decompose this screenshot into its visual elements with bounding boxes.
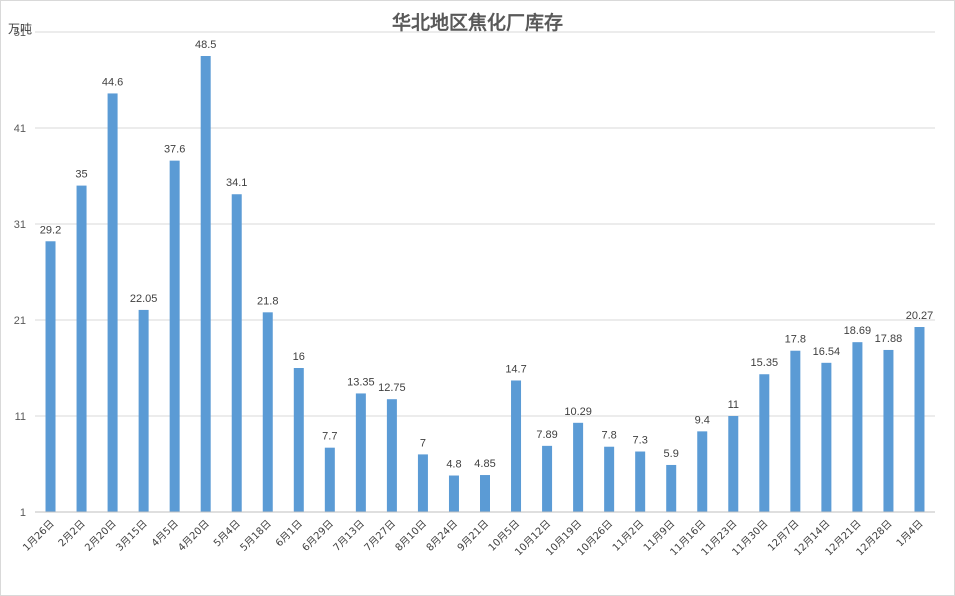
bar (169, 160, 180, 512)
data-label: 20.27 (906, 310, 934, 322)
bar (604, 446, 615, 512)
x-tick-label: 2月20日 (83, 518, 119, 554)
data-label: 13.35 (347, 376, 375, 388)
data-label: 11 (728, 399, 739, 411)
data-label: 16 (293, 351, 305, 363)
bar (324, 447, 335, 512)
y-tick-label: 21 (14, 315, 26, 327)
bar (45, 241, 56, 512)
bar (262, 312, 273, 512)
x-tick-label: 8月24日 (424, 518, 460, 554)
x-tick-label: 7月13日 (331, 518, 367, 554)
bar (511, 380, 522, 512)
bar (666, 464, 677, 512)
data-label: 16.54 (813, 346, 841, 358)
data-label: 15.35 (751, 357, 779, 369)
bar (200, 56, 211, 512)
data-label: 21.8 (257, 295, 278, 307)
data-label: 7.3 (633, 435, 648, 447)
bar (852, 342, 863, 512)
data-label: 9.4 (695, 414, 710, 426)
bar (480, 475, 490, 512)
bar (107, 93, 118, 512)
x-tick-label: 4月5日 (149, 518, 181, 550)
y-tick-label: 51 (14, 27, 26, 39)
data-label: 17.88 (875, 333, 903, 345)
data-label: 18.69 (844, 325, 872, 337)
bar (138, 309, 149, 512)
x-tick-label: 9月21日 (455, 518, 491, 554)
x-tick-label: 5月18日 (238, 518, 274, 554)
data-label: 14.7 (505, 363, 526, 375)
data-label: 4.8 (446, 459, 461, 471)
bar (448, 475, 459, 512)
x-tick-label: 5月4日 (211, 518, 243, 550)
data-label: 5.9 (664, 448, 679, 460)
x-tick-label: 6月1日 (273, 518, 305, 550)
x-tick-label: 6月29日 (300, 518, 336, 554)
y-tick-label: 1 (20, 507, 26, 519)
data-label: 34.1 (226, 177, 247, 189)
x-tick-label: 4月20日 (176, 518, 212, 554)
data-label: 4.85 (474, 458, 495, 470)
bar (759, 374, 770, 512)
data-label: 37.6 (164, 144, 185, 156)
data-label: 7.89 (536, 429, 557, 441)
data-label: 48.5 (195, 39, 216, 51)
data-label: 22.05 (130, 293, 158, 305)
data-label: 17.8 (785, 334, 806, 346)
bar (883, 349, 894, 512)
data-label: 12.75 (378, 382, 406, 394)
y-tick-label: 31 (14, 219, 26, 231)
bar (355, 393, 366, 512)
bar (76, 185, 87, 512)
y-tick-label: 41 (14, 123, 26, 135)
data-label: 35 (75, 169, 87, 181)
data-label: 7 (420, 437, 426, 449)
bar (573, 422, 584, 512)
bar (542, 445, 553, 512)
data-label: 7.7 (322, 431, 337, 443)
x-tick-label: 1月26日 (21, 518, 57, 554)
bar (728, 416, 739, 512)
x-tick-label: 2月2日 (56, 518, 88, 550)
bars (45, 56, 925, 513)
bar (417, 454, 428, 512)
x-tick-label: 1月4日 (894, 518, 926, 550)
bar (821, 362, 832, 512)
data-label: 7.8 (601, 430, 616, 442)
x-tick-label: 8月10日 (393, 518, 429, 554)
bar (914, 327, 925, 512)
y-tick-label: 11 (15, 411, 26, 423)
x-tick-label: 3月15日 (114, 518, 150, 554)
data-labels: 29.2 35 44.6 22.05 37.6 48.5 34.1 21.8 16 7.7 13.3… (40, 39, 933, 471)
data-label: 10.29 (564, 406, 592, 418)
bar (231, 194, 242, 513)
gridlines (35, 31, 935, 417)
bar (635, 451, 646, 512)
x-tick-label: 7月27日 (362, 518, 398, 554)
y-axis-unit-label: 万吨 (8, 22, 33, 36)
data-label: 29.2 (40, 224, 61, 236)
x-tick-label: 11月2日 (610, 518, 646, 554)
bar (293, 368, 304, 512)
bar (697, 431, 708, 512)
bar (790, 350, 801, 512)
data-label: 44.6 (102, 76, 123, 88)
chart-title: 华北地区焦化厂库存 (391, 12, 563, 34)
bar (386, 399, 397, 512)
